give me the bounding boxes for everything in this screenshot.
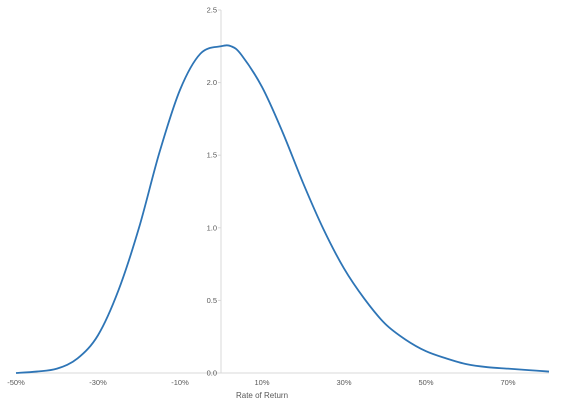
y-tick-label: 2.5 <box>207 6 217 15</box>
chart-axes <box>16 9 549 374</box>
y-tick-label: 1.5 <box>207 151 217 160</box>
series-line <box>15 44 550 374</box>
y-tick-label: 2.0 <box>207 78 217 87</box>
x-tick-label: 50% <box>418 378 433 387</box>
x-tick-label: -10% <box>171 378 189 387</box>
series-layer <box>15 44 550 374</box>
x-tick-label: 70% <box>500 378 515 387</box>
x-tick-label: 10% <box>254 378 269 387</box>
y-tick-label: 1.0 <box>207 223 217 232</box>
x-axis-label: Rate of Return <box>236 391 288 400</box>
tick-labels: 0.0 0.5 1.0 1.5 2.0 2.5 -50% -30% -10% 10% 30% 50% 7… <box>7 6 516 388</box>
y-tick-label: 0.5 <box>207 296 217 305</box>
x-tick-label: -30% <box>89 378 107 387</box>
y-tick-label: 0.0 <box>207 369 217 378</box>
x-tick-label: -50% <box>7 378 25 387</box>
x-tick-label: 30% <box>336 378 351 387</box>
